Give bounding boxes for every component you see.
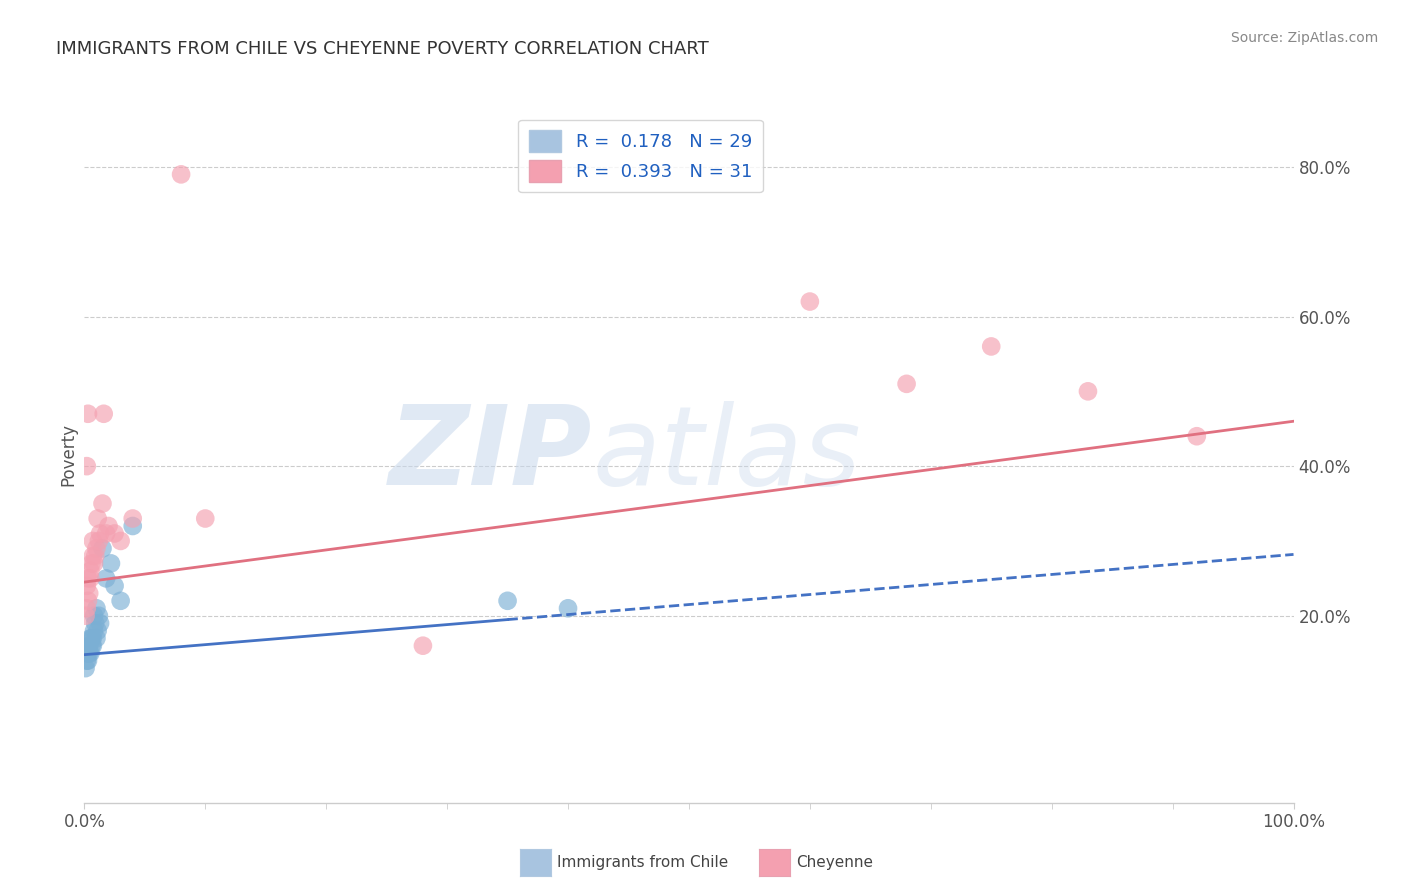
Point	[86, 541, 108, 556]
Point	[76, 646, 98, 660]
Point	[77, 654, 100, 668]
Point	[77, 571, 100, 585]
Point	[83, 624, 105, 638]
Legend: R =  0.178   N = 29, R =  0.393   N = 31: R = 0.178 N = 29, R = 0.393 N = 31	[517, 120, 763, 193]
Point	[80, 557, 103, 571]
Point	[799, 294, 821, 309]
Point	[77, 646, 100, 660]
Point	[82, 549, 104, 563]
Point	[83, 557, 105, 571]
Point	[170, 167, 193, 181]
Y-axis label: Poverty: Poverty	[59, 424, 77, 486]
Point	[77, 407, 100, 421]
Point	[194, 511, 217, 525]
Text: Cheyenne: Cheyenne	[796, 855, 873, 870]
Point	[91, 541, 114, 556]
Point	[100, 557, 122, 571]
Point	[79, 564, 101, 578]
Point	[1185, 429, 1208, 443]
Point	[104, 579, 127, 593]
Point	[86, 511, 108, 525]
Point	[496, 594, 519, 608]
Point	[76, 579, 98, 593]
Text: Source: ZipAtlas.com: Source: ZipAtlas.com	[1230, 31, 1378, 45]
Point	[79, 571, 101, 585]
Point	[93, 407, 115, 421]
Point	[82, 631, 104, 645]
Point	[76, 601, 98, 615]
Point	[89, 526, 111, 541]
Point	[121, 511, 143, 525]
Point	[86, 631, 108, 645]
Text: atlas: atlas	[592, 401, 860, 508]
Point	[76, 654, 98, 668]
Point	[121, 519, 143, 533]
Point	[94, 571, 117, 585]
Point	[77, 594, 100, 608]
Point	[75, 608, 97, 623]
Point	[87, 533, 110, 548]
Point	[86, 624, 108, 638]
Point	[91, 497, 114, 511]
Point	[82, 639, 104, 653]
Point	[77, 646, 100, 660]
Point	[75, 661, 97, 675]
Point	[89, 616, 111, 631]
Point	[110, 594, 132, 608]
Point	[94, 526, 117, 541]
Point	[83, 608, 105, 623]
Point	[110, 533, 132, 548]
Text: IMMIGRANTS FROM CHILE VS CHEYENNE POVERTY CORRELATION CHART: IMMIGRANTS FROM CHILE VS CHEYENNE POVERT…	[56, 40, 709, 58]
Point	[76, 459, 98, 474]
Point	[84, 616, 107, 631]
Point	[896, 376, 918, 391]
Point	[82, 533, 104, 548]
Point	[557, 601, 579, 615]
Text: Immigrants from Chile: Immigrants from Chile	[557, 855, 728, 870]
Point	[412, 639, 434, 653]
Point	[80, 631, 103, 645]
Point	[77, 639, 100, 653]
Point	[86, 601, 108, 615]
Point	[79, 646, 101, 660]
Point	[84, 549, 107, 563]
Point	[1077, 384, 1099, 399]
Point	[104, 526, 127, 541]
Point	[980, 339, 1002, 353]
Point	[77, 586, 100, 600]
Point	[97, 519, 120, 533]
Text: ZIP: ZIP	[388, 401, 592, 508]
Point	[80, 639, 103, 653]
Point	[87, 608, 110, 623]
Point	[79, 631, 101, 645]
